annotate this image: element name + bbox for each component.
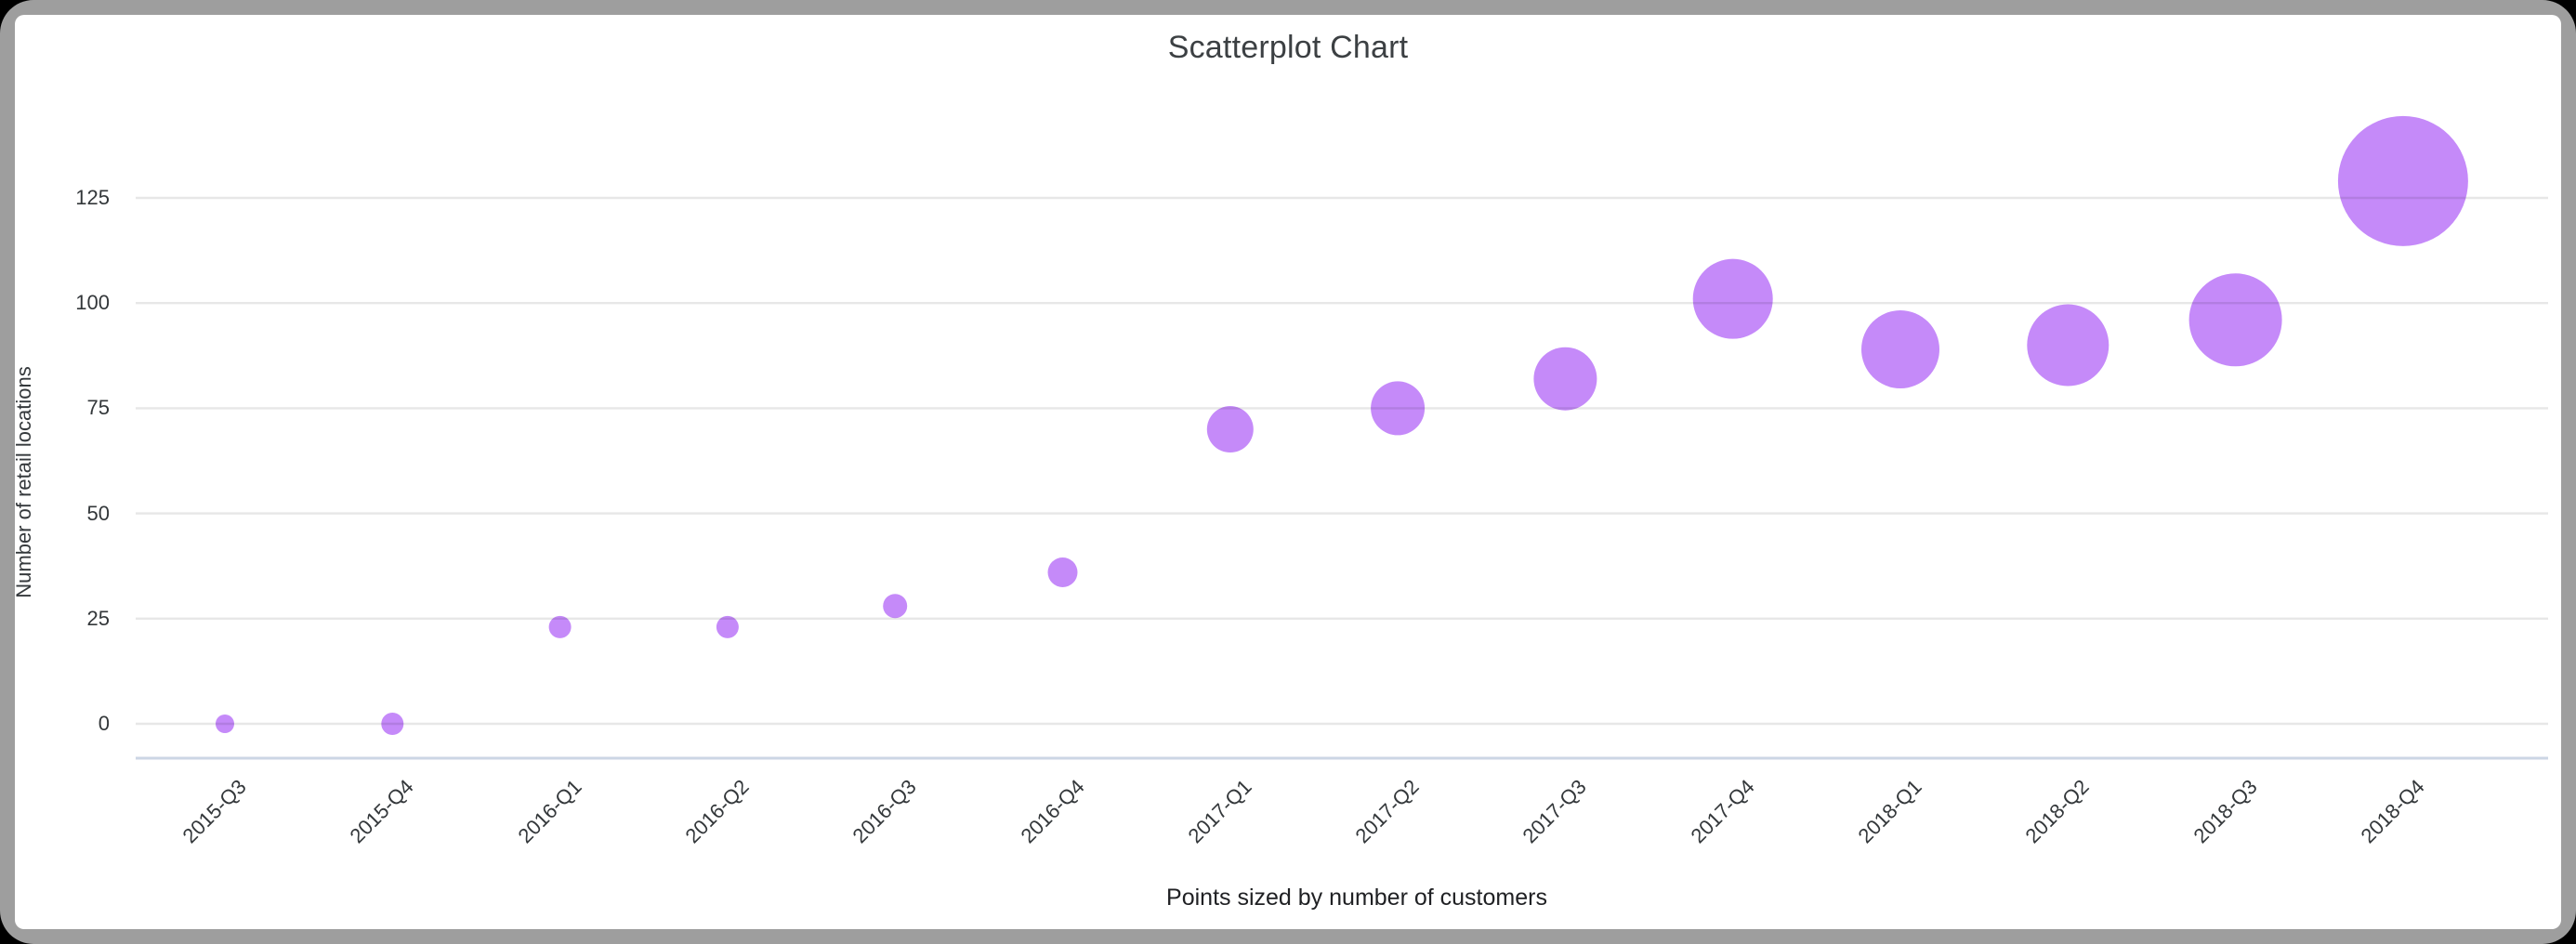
axis-caption: Points sized by number of customers [1166,885,1547,911]
y-tick-label: 0 [98,712,110,735]
y-tick-label: 50 [86,501,110,525]
scatter-point[interactable] [2337,115,2468,246]
chart-title: Scatterplot Chart [1167,30,1409,65]
y-tick-label: 75 [86,396,110,420]
scatter-point[interactable] [1371,381,1426,436]
plot-area [136,115,2548,760]
scatter-point[interactable] [1206,406,1254,453]
y-tick-label: 25 [86,606,110,630]
scatter-point[interactable] [1047,557,1078,587]
chart-card: Scatterplot Chart Number of retail locat… [12,15,2561,929]
scatter-point[interactable] [1533,347,1597,411]
scatter-point[interactable] [1861,310,1939,389]
scatter-point[interactable] [216,715,234,733]
scatter-point[interactable] [548,615,572,638]
scatter-point[interactable] [1692,258,1773,339]
scatter-point[interactable] [883,594,908,619]
scatter-point[interactable] [381,713,404,735]
scatter-point[interactable] [2188,273,2282,367]
scatter-point[interactable] [2027,304,2109,387]
y-tick-label: 100 [75,291,110,315]
y-tick-label: 125 [75,186,110,209]
scatter-point[interactable] [716,615,739,638]
